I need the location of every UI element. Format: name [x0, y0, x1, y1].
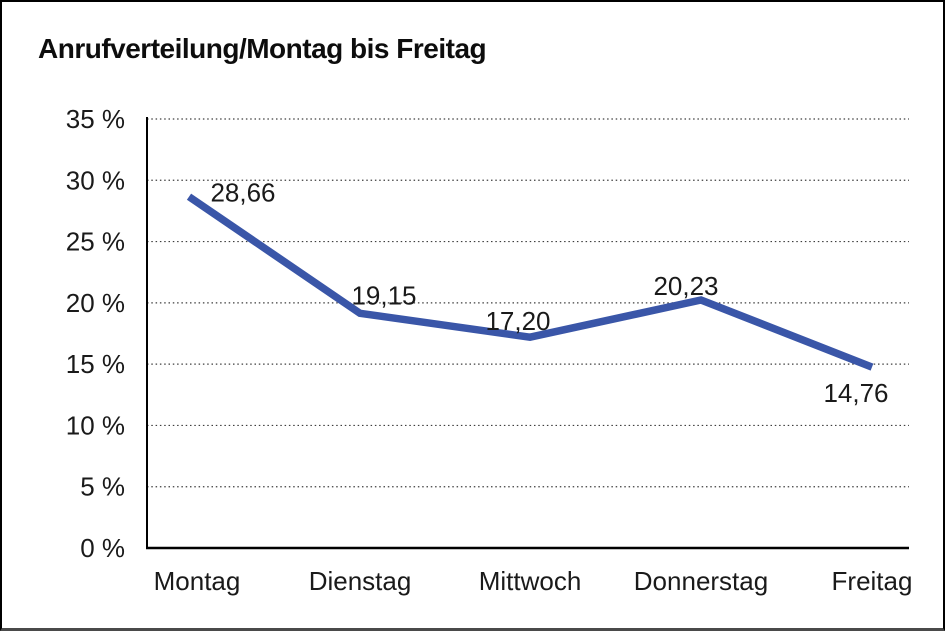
- x-category-label: Mittwoch: [479, 566, 582, 596]
- x-category-label: Montag: [154, 566, 241, 596]
- data-label: 19,15: [351, 280, 416, 310]
- data-label: 17,20: [485, 306, 550, 336]
- series-line: [186, 193, 874, 371]
- y-tick-label: 10 %: [66, 410, 125, 440]
- y-tick-label: 30 %: [66, 165, 125, 195]
- y-tick-label: 0 %: [80, 533, 125, 563]
- y-tick-label: 15 %: [66, 349, 125, 379]
- x-category-label: Donnerstag: [634, 566, 768, 596]
- y-tick-label: 5 %: [80, 472, 125, 502]
- y-tick-label: 25 %: [66, 227, 125, 257]
- data-label: 14,76: [823, 378, 888, 408]
- data-label: 20,23: [653, 271, 718, 301]
- chart-title: Anrufverteilung/Montag bis Freitag: [38, 33, 487, 64]
- y-tick-label: 20 %: [66, 288, 125, 318]
- x-category-label: Freitag: [832, 566, 913, 596]
- x-category-label: Dienstag: [309, 566, 412, 596]
- data-label: 28,66: [210, 178, 275, 208]
- y-tick-label: 35 %: [66, 104, 125, 134]
